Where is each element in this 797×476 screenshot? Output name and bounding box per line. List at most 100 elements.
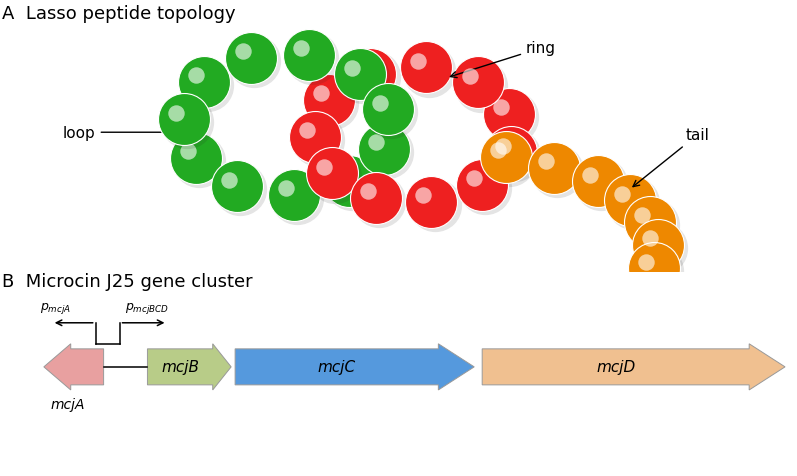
Point bbox=[505, 149, 517, 157]
Point bbox=[374, 99, 387, 107]
Point bbox=[343, 178, 355, 185]
Text: tail: tail bbox=[633, 128, 709, 187]
Point bbox=[503, 111, 516, 119]
Point bbox=[346, 65, 359, 72]
Point bbox=[647, 265, 660, 272]
Point bbox=[626, 200, 639, 208]
Point bbox=[300, 127, 313, 135]
Point bbox=[422, 68, 435, 75]
Point bbox=[326, 170, 339, 178]
Point bbox=[231, 183, 244, 190]
Point bbox=[291, 195, 304, 202]
Point bbox=[201, 82, 214, 89]
Point bbox=[356, 64, 369, 72]
Point bbox=[312, 137, 324, 145]
Point bbox=[615, 190, 628, 198]
Point bbox=[646, 222, 659, 229]
Point bbox=[643, 218, 656, 226]
Point bbox=[474, 83, 487, 90]
Point bbox=[288, 191, 300, 199]
Point bbox=[497, 143, 509, 150]
Point bbox=[639, 258, 652, 266]
Point bbox=[463, 73, 476, 80]
Text: mcjB: mcjB bbox=[161, 359, 199, 375]
Point bbox=[234, 186, 247, 194]
Point bbox=[308, 134, 321, 141]
Point bbox=[370, 139, 383, 147]
Point bbox=[361, 188, 374, 196]
Text: mcjA: mcjA bbox=[50, 397, 85, 411]
Polygon shape bbox=[482, 344, 785, 390]
Point bbox=[378, 146, 391, 153]
Point bbox=[369, 194, 382, 202]
Point bbox=[643, 235, 656, 243]
Point bbox=[364, 71, 377, 79]
Point bbox=[169, 109, 182, 117]
Point bbox=[295, 46, 308, 53]
Point bbox=[357, 74, 370, 82]
Text: mcjC: mcjC bbox=[318, 359, 355, 375]
Point bbox=[650, 268, 663, 276]
Point bbox=[623, 197, 636, 205]
Point bbox=[381, 149, 394, 157]
Text: ring: ring bbox=[450, 41, 556, 79]
Point bbox=[329, 173, 342, 181]
Polygon shape bbox=[44, 344, 104, 390]
Point bbox=[471, 79, 484, 87]
Point bbox=[280, 185, 292, 192]
Polygon shape bbox=[147, 344, 231, 390]
Point bbox=[367, 74, 380, 82]
Point bbox=[335, 171, 347, 178]
Point bbox=[303, 52, 316, 60]
Point bbox=[654, 245, 667, 252]
Point bbox=[411, 58, 424, 66]
Point bbox=[503, 157, 516, 164]
Point bbox=[540, 158, 552, 166]
Point bbox=[190, 155, 202, 162]
Point bbox=[479, 185, 492, 193]
Point bbox=[193, 158, 206, 166]
Point bbox=[354, 71, 367, 79]
Point bbox=[548, 164, 560, 172]
Point bbox=[495, 104, 508, 112]
Point bbox=[318, 164, 331, 171]
Point bbox=[180, 119, 193, 127]
Point bbox=[223, 177, 236, 184]
Point bbox=[428, 202, 441, 209]
Text: A  Lasso peptide topology: A Lasso peptide topology bbox=[2, 5, 235, 23]
Point bbox=[385, 109, 398, 117]
Text: $p_{mcjBCD}$: $p_{mcjBCD}$ bbox=[125, 301, 170, 316]
Point bbox=[635, 212, 648, 220]
Point bbox=[591, 178, 604, 186]
Point bbox=[190, 72, 202, 80]
Point bbox=[177, 116, 190, 124]
Point bbox=[500, 154, 512, 161]
Point bbox=[382, 106, 395, 114]
Point bbox=[198, 79, 210, 86]
Point bbox=[315, 90, 328, 98]
Point bbox=[323, 97, 336, 104]
Point bbox=[551, 168, 563, 175]
Point bbox=[583, 171, 596, 179]
Point bbox=[492, 147, 505, 155]
Text: loop: loop bbox=[63, 126, 191, 140]
Point bbox=[182, 149, 194, 156]
Point bbox=[506, 114, 519, 122]
Text: mcjD: mcjD bbox=[596, 359, 635, 375]
Polygon shape bbox=[235, 344, 474, 390]
Point bbox=[651, 241, 664, 249]
Point bbox=[417, 192, 430, 200]
Text: B  Microcin J25 gene cluster: B Microcin J25 gene cluster bbox=[2, 273, 252, 291]
Point bbox=[326, 100, 339, 108]
Point bbox=[595, 181, 607, 189]
Point bbox=[237, 49, 249, 56]
Point bbox=[248, 58, 261, 66]
Point bbox=[346, 181, 359, 188]
Point bbox=[306, 55, 319, 63]
Point bbox=[372, 198, 385, 205]
Point bbox=[419, 64, 432, 72]
Point bbox=[468, 175, 481, 183]
Point bbox=[508, 152, 520, 160]
Point bbox=[476, 182, 489, 189]
Point bbox=[245, 55, 257, 62]
